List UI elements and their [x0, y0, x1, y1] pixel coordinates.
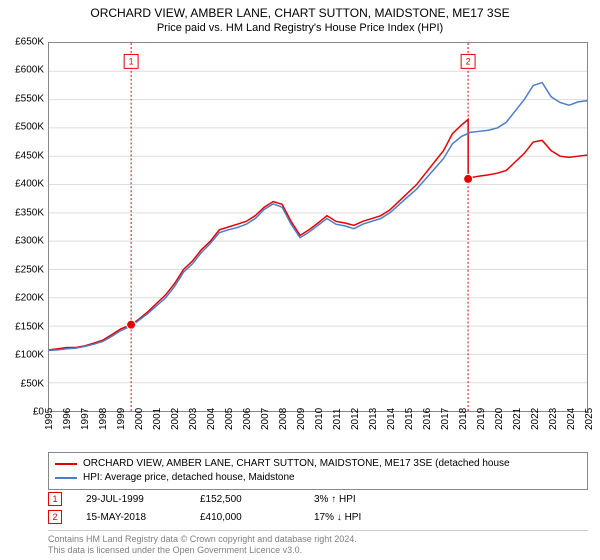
x-tick-label: 2007 — [260, 408, 271, 430]
y-tick-label: £150K — [15, 321, 44, 332]
y-tick-label: £400K — [15, 179, 44, 190]
x-tick-label: 1999 — [116, 408, 127, 430]
legend-swatch — [55, 463, 77, 465]
footer-line2: This data is licensed under the Open Gov… — [48, 545, 588, 556]
legend: ORCHARD VIEW, AMBER LANE, CHART SUTTON, … — [48, 452, 588, 490]
marker-price: £410,000 — [200, 512, 290, 523]
y-tick-label: £200K — [15, 293, 44, 304]
x-tick-label: 2005 — [224, 408, 235, 430]
x-tick-label: 2022 — [530, 408, 541, 430]
x-tick-label: 2002 — [170, 408, 181, 430]
y-axis: £0£50K£100K£150K£200K£250K£300K£350K£400… — [0, 42, 46, 412]
y-tick-label: £50K — [21, 378, 44, 389]
series-property — [49, 119, 587, 349]
x-tick-label: 2019 — [476, 408, 487, 430]
marker-badge: 1 — [48, 492, 62, 506]
y-tick-label: £0 — [33, 407, 44, 418]
plot-area: 12 — [48, 42, 588, 412]
plot-svg: 12 — [49, 43, 587, 411]
chart-container: ORCHARD VIEW, AMBER LANE, CHART SUTTON, … — [0, 0, 600, 560]
y-tick-label: £350K — [15, 207, 44, 218]
legend-row: HPI: Average price, detached house, Maid… — [55, 471, 581, 485]
x-tick-label: 2015 — [404, 408, 415, 430]
chart-subtitle: Price paid vs. HM Land Registry's House … — [0, 20, 600, 38]
marker-date: 29-JUL-1999 — [86, 494, 176, 505]
legend-text: ORCHARD VIEW, AMBER LANE, CHART SUTTON, … — [83, 457, 510, 471]
svg-text:2: 2 — [466, 56, 471, 66]
svg-text:1: 1 — [129, 56, 134, 66]
marker-diff: 3% ↑ HPI — [314, 494, 404, 505]
y-tick-label: £100K — [15, 350, 44, 361]
y-tick-label: £600K — [15, 65, 44, 76]
marker-diff: 17% ↓ HPI — [314, 512, 404, 523]
x-tick-label: 2003 — [188, 408, 199, 430]
x-tick-label: 2001 — [152, 408, 163, 430]
marker-date: 15-MAY-2018 — [86, 512, 176, 523]
y-tick-label: £450K — [15, 150, 44, 161]
marker-row: 1 29-JUL-1999 £152,500 3% ↑ HPI — [48, 490, 588, 508]
x-tick-label: 1997 — [80, 408, 91, 430]
marker-price: £152,500 — [200, 494, 290, 505]
x-tick-label: 2020 — [494, 408, 505, 430]
y-tick-label: £550K — [15, 93, 44, 104]
chart-title: ORCHARD VIEW, AMBER LANE, CHART SUTTON, … — [0, 0, 600, 20]
legend-row: ORCHARD VIEW, AMBER LANE, CHART SUTTON, … — [55, 457, 581, 471]
footer: Contains HM Land Registry data © Crown c… — [48, 530, 588, 556]
marker-table: 1 29-JUL-1999 £152,500 3% ↑ HPI 2 15-MAY-2018… — [48, 490, 588, 526]
y-tick-label: £650K — [15, 37, 44, 48]
legend-text: HPI: Average price, detached house, Maid… — [83, 471, 295, 485]
marker-badge: 2 — [48, 510, 62, 524]
x-tick-label: 2012 — [350, 408, 361, 430]
y-tick-label: £500K — [15, 122, 44, 133]
x-tick-label: 2016 — [422, 408, 433, 430]
x-tick-label: 1996 — [62, 408, 73, 430]
x-axis: 1995199619971998199920002001200220032004… — [48, 412, 588, 448]
x-tick-label: 2021 — [512, 408, 523, 430]
x-tick-label: 2025 — [584, 408, 595, 430]
x-tick-label: 2018 — [458, 408, 469, 430]
y-tick-label: £250K — [15, 264, 44, 275]
series-hpi — [49, 83, 587, 351]
x-tick-label: 2010 — [314, 408, 325, 430]
footer-line1: Contains HM Land Registry data © Crown c… — [48, 534, 588, 545]
x-tick-label: 2024 — [566, 408, 577, 430]
x-tick-label: 2013 — [368, 408, 379, 430]
x-tick-label: 2004 — [206, 408, 217, 430]
x-tick-label: 2023 — [548, 408, 559, 430]
x-tick-label: 2009 — [296, 408, 307, 430]
x-tick-label: 2014 — [386, 408, 397, 430]
marker-row: 2 15-MAY-2018 £410,000 17% ↓ HPI — [48, 508, 588, 526]
x-tick-label: 1998 — [98, 408, 109, 430]
legend-swatch — [55, 477, 77, 479]
x-tick-label: 2011 — [332, 408, 343, 430]
x-tick-label: 2008 — [278, 408, 289, 430]
y-tick-label: £300K — [15, 236, 44, 247]
x-tick-label: 2017 — [440, 408, 451, 430]
x-tick-label: 2000 — [134, 408, 145, 430]
x-tick-label: 2006 — [242, 408, 253, 430]
x-tick-label: 1995 — [44, 408, 55, 430]
